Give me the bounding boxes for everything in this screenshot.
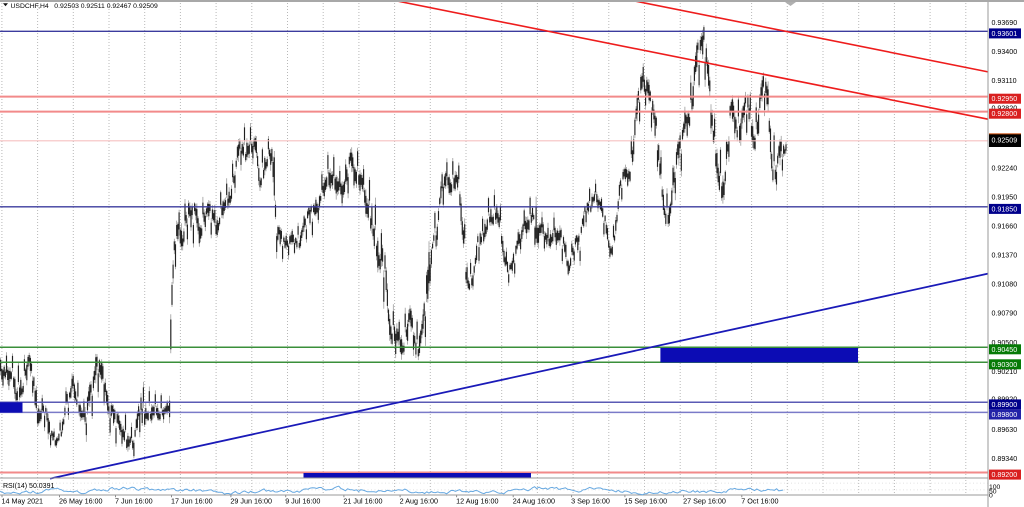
svg-text:0.91850: 0.91850 bbox=[992, 205, 1018, 213]
svg-text:0.90500: 0.90500 bbox=[992, 339, 1018, 347]
svg-text:3 Sep 16:00: 3 Sep 16:00 bbox=[571, 497, 610, 506]
svg-text:0.91950: 0.91950 bbox=[992, 193, 1018, 201]
svg-text:0.92240: 0.92240 bbox=[992, 164, 1018, 172]
svg-text:0: 0 bbox=[989, 493, 993, 500]
svg-text:50: 50 bbox=[989, 489, 997, 496]
svg-text:0.89900: 0.89900 bbox=[992, 401, 1018, 409]
svg-text:9 Jul 16:00: 9 Jul 16:00 bbox=[285, 497, 320, 506]
svg-text:0.89200: 0.89200 bbox=[992, 471, 1018, 479]
svg-text:RSI(14) 50.0391: RSI(14) 50.0391 bbox=[3, 483, 54, 490]
svg-text:0.91370: 0.91370 bbox=[992, 252, 1018, 260]
svg-text:0.89630: 0.89630 bbox=[992, 426, 1018, 434]
svg-text:0.93400: 0.93400 bbox=[992, 48, 1018, 56]
svg-text:0.89340: 0.89340 bbox=[992, 455, 1018, 463]
svg-text:USDCHF,H4 0.92503 0.92511 0.: USDCHF,H4 0.92503 0.92511 0.92467 0.9250… bbox=[11, 3, 158, 10]
svg-text:0.89800: 0.89800 bbox=[992, 411, 1018, 419]
svg-text:0.91080: 0.91080 bbox=[992, 281, 1018, 289]
svg-text:14 May 2021: 14 May 2021 bbox=[2, 497, 44, 506]
svg-text:100: 100 bbox=[989, 484, 1001, 491]
svg-text:0.90210: 0.90210 bbox=[992, 368, 1018, 376]
svg-text:12 Aug 16:00: 12 Aug 16:00 bbox=[456, 497, 498, 506]
svg-text:0.92950: 0.92950 bbox=[992, 95, 1018, 103]
svg-text:26 May 16:00: 26 May 16:00 bbox=[59, 497, 103, 506]
svg-text:0.93601: 0.93601 bbox=[992, 30, 1018, 38]
svg-text:24 Aug 16:00: 24 Aug 16:00 bbox=[513, 497, 555, 506]
svg-text:15 Sep 16:00: 15 Sep 16:00 bbox=[624, 497, 667, 506]
svg-text:21 Jul 16:00: 21 Jul 16:00 bbox=[343, 497, 382, 506]
svg-text:0.93110: 0.93110 bbox=[992, 77, 1017, 85]
svg-text:0.91660: 0.91660 bbox=[992, 223, 1018, 231]
svg-text:0.93690: 0.93690 bbox=[992, 19, 1018, 27]
svg-text:0.90300: 0.90300 bbox=[992, 361, 1018, 369]
svg-text:0.92800: 0.92800 bbox=[992, 110, 1018, 118]
svg-text:29 Jun 16:00: 29 Jun 16:00 bbox=[230, 497, 272, 506]
svg-text:0.90450: 0.90450 bbox=[992, 346, 1018, 354]
svg-text:27 Sep 16:00: 27 Sep 16:00 bbox=[683, 497, 726, 506]
svg-text:0.92509: 0.92509 bbox=[992, 137, 1018, 145]
svg-text:7 Oct 16:00: 7 Oct 16:00 bbox=[741, 497, 778, 506]
svg-text:2 Aug 16:00: 2 Aug 16:00 bbox=[400, 497, 438, 506]
svg-text:17 Jun 16:00: 17 Jun 16:00 bbox=[171, 497, 213, 506]
svg-text:7 Jun 16:00: 7 Jun 16:00 bbox=[115, 497, 153, 506]
svg-text:0.90790: 0.90790 bbox=[992, 310, 1018, 318]
